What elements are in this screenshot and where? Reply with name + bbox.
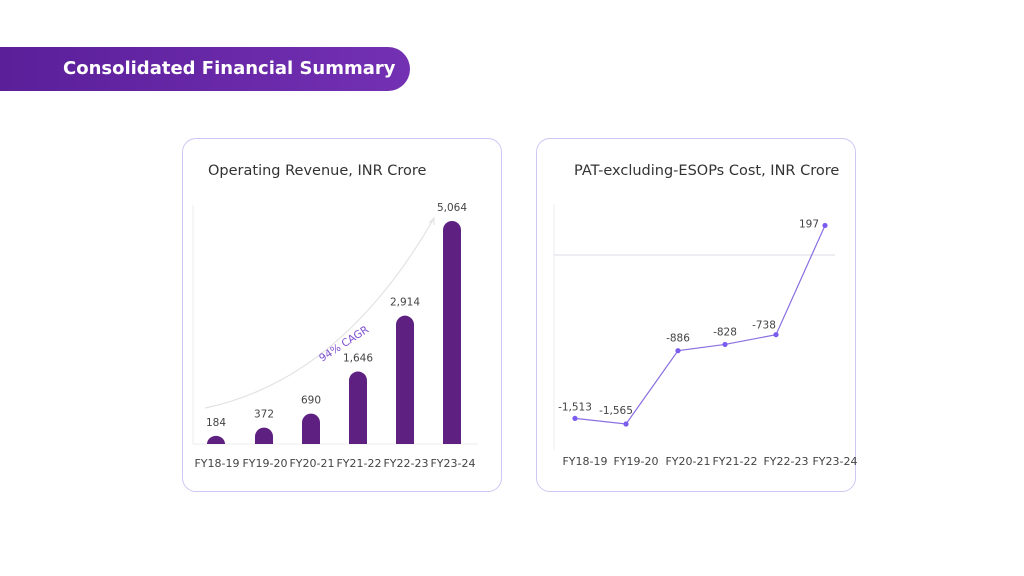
point-data-label: -828 xyxy=(713,326,737,338)
bar-FY18-19 xyxy=(207,435,225,444)
x-tick-label: FY20-21 xyxy=(289,457,334,470)
bar-FY20-21 xyxy=(302,413,320,444)
x-tick-label: FY20-21 xyxy=(665,455,710,468)
pat-series-line xyxy=(574,225,826,425)
x-tick-label: FY23-24 xyxy=(430,457,475,470)
data-point-FY18-19 xyxy=(572,415,578,422)
revenue-chart-title: Operating Revenue, INR Crore xyxy=(208,163,427,179)
data-point-FY22-23 xyxy=(773,332,779,338)
x-tick-label: FY21-22 xyxy=(712,455,757,468)
bar-data-label: 184 xyxy=(206,417,226,429)
bar-data-label: 690 xyxy=(301,395,321,407)
data-point-FY23-24 xyxy=(822,222,828,229)
x-tick-label: FY21-22 xyxy=(336,457,381,470)
x-tick-label: FY23-24 xyxy=(812,455,857,468)
bar-data-label: 2,914 xyxy=(390,297,420,309)
point-data-label: -738 xyxy=(752,320,776,332)
bar-FY23-24 xyxy=(443,221,461,444)
x-tick-label: FY19-20 xyxy=(242,457,287,470)
data-point-FY20-21 xyxy=(675,348,681,354)
cagr-arrow xyxy=(204,219,434,409)
pat-chart-title: PAT-excluding-ESOPs Cost, INR Crore xyxy=(574,163,840,179)
bar-FY19-20 xyxy=(255,427,273,444)
data-point-FY21-22 xyxy=(722,341,728,348)
bar-FY22-23 xyxy=(396,315,414,444)
bar-FY21-22 xyxy=(349,371,367,444)
point-data-label: -1,565 xyxy=(599,405,633,417)
point-data-label: 197 xyxy=(799,218,819,230)
x-tick-label: FY22-23 xyxy=(383,457,428,470)
point-data-label: -886 xyxy=(666,333,690,345)
x-tick-label: FY18-19 xyxy=(562,455,607,468)
cagr-arrowhead xyxy=(428,216,435,225)
pat-chart-card: PAT-excluding-ESOPs Cost, INR Crore xyxy=(536,138,856,492)
point-data-label: -1,513 xyxy=(558,401,592,413)
bar-data-label: 1,646 xyxy=(343,353,373,365)
bar-data-label: 5,064 xyxy=(437,202,467,214)
bar-data-label: 372 xyxy=(254,409,274,421)
x-tick-label: FY19-20 xyxy=(613,455,658,468)
x-tick-label: FY22-23 xyxy=(763,455,808,468)
page-title: Consolidated Financial Summary xyxy=(63,58,396,79)
data-point-FY19-20 xyxy=(623,421,629,427)
x-tick-label: FY18-19 xyxy=(194,457,239,470)
section-title-banner: Consolidated Financial Summary xyxy=(0,47,410,91)
